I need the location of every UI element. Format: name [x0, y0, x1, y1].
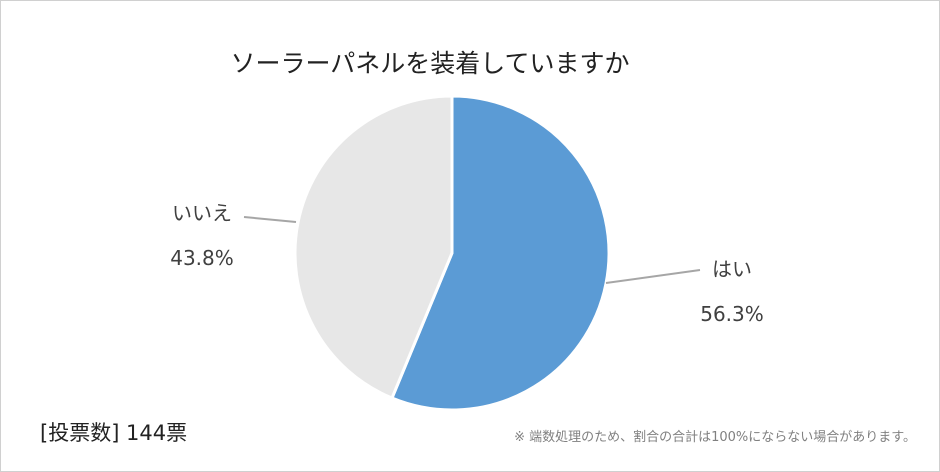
pie-slice-yes [390, 94, 611, 412]
pie-slices [293, 94, 611, 412]
leader-lines [243, 216, 701, 284]
vote-count: [投票数] 144票 [40, 421, 187, 445]
slice-value-no: 43.8% [170, 246, 234, 270]
leader-line-no [243, 216, 297, 223]
pie-slice-no [293, 94, 454, 401]
rounding-footnote: ※ 端数処理のため、割合の合計は100%にならない場合があります。 [514, 429, 916, 445]
leader-line-yes [605, 269, 701, 284]
slice-label-no: いいえ [172, 201, 232, 225]
chart-title: ソーラーパネルを装着していますか [230, 49, 629, 78]
slice-value-yes: 56.3% [700, 302, 764, 326]
slice-label-yes: はい [712, 257, 752, 281]
